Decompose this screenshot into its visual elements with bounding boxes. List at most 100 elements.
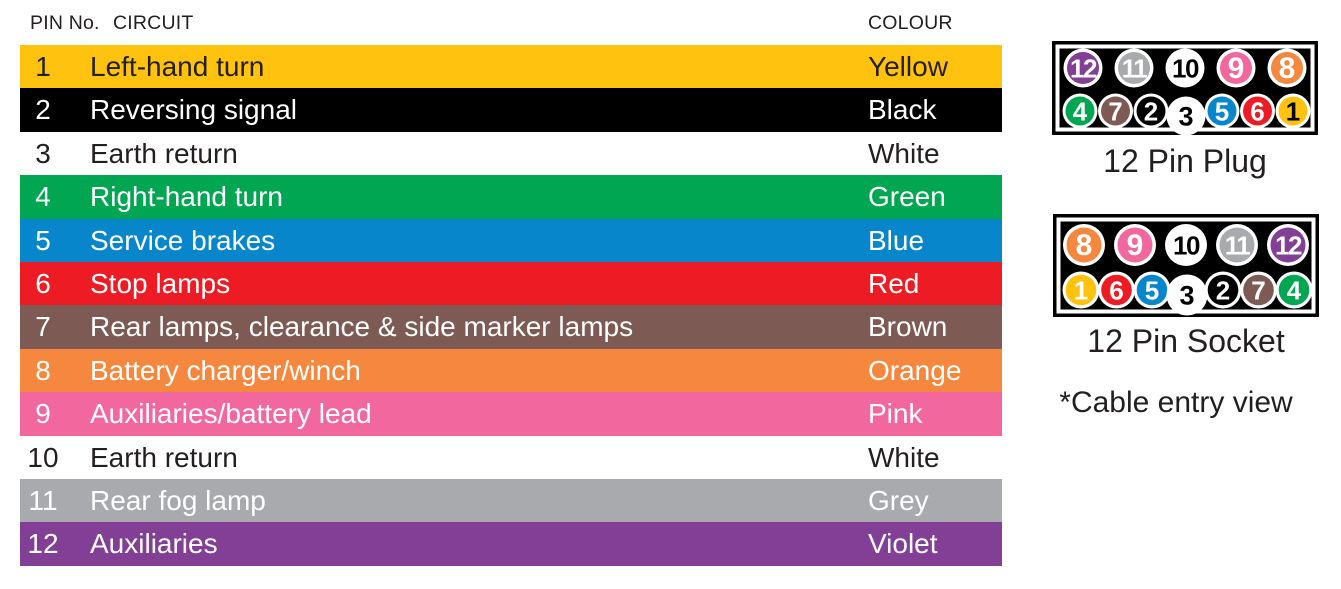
socket-pin-2-circle [1207,274,1239,306]
socket-pin-3-number: 3 [1179,281,1194,311]
socket-pin-9-circle [1117,227,1153,263]
table-row-pin-4: 4 Right-hand turn Green [20,175,1002,219]
row-colour: Grey [868,484,929,516]
plug-pin-2-number: 2 [1144,97,1158,127]
cable-entry-note: *Cable entry view [1059,386,1293,419]
socket-pin-1-number: 1 [1074,276,1088,306]
socket-pin-6-circle [1101,274,1132,306]
plug-pin-4-circle [1065,96,1095,126]
plug-pin-9-circle [1220,52,1252,84]
row-circuit: Right-hand turn [90,181,284,213]
plug-pin-3-number: 3 [1178,102,1193,132]
socket-pin-12-circle [1270,227,1306,263]
socket-pin-6-number: 6 [1109,276,1123,306]
plug-pin-7-number: 7 [1108,97,1122,127]
row-pin-number: 10 [27,441,59,473]
plug-pin-4-number: 4 [1073,97,1088,127]
row-circuit: Left-hand turn [90,51,265,82]
plug-pin-11-circle [1118,52,1150,84]
row-pin-number: 4 [35,181,51,213]
plug-pin-10-circle [1169,52,1201,84]
socket-pin-10-circle [1168,227,1204,263]
plug-pin-1-circle [1278,96,1308,126]
row-circuit: Rear fog lamp [90,484,266,516]
table-row-pin-12: 12 Auxiliaries Violet [20,522,1002,566]
row-colour: Green [868,181,946,213]
socket-pin-4-circle [1278,274,1310,306]
row-pin-number: 8 [35,354,51,386]
row-colour: White [868,441,940,473]
socket-pin-9-number: 9 [1127,229,1144,262]
plug-pin-11-number: 11 [1122,54,1148,84]
plug-pin-6-number: 6 [1250,97,1264,127]
row-circuit: Battery charger/winch [90,354,361,386]
row-colour: Brown [868,311,948,343]
plug-pin-6-circle [1243,96,1272,126]
row-pin-number: 2 [35,94,51,126]
plug-pin-10-number: 10 [1172,54,1199,84]
socket-pin-12-number: 12 [1275,231,1302,261]
header-circuit: CIRCUIT [113,12,194,34]
row-pin-number: 5 [35,224,51,256]
row-colour: Violet [868,528,938,560]
plug-pin-1-number: 1 [1286,97,1300,127]
plug-pin-2-circle [1136,96,1166,126]
plug-pin-12-number: 12 [1070,54,1097,84]
socket-pin-10-number: 10 [1173,231,1200,261]
table-row-pin-6: 6 Stop lamps Red [20,261,1002,306]
plug-pin-7-circle [1101,96,1130,126]
table-row-pin-7: 7 Rear lamps, clearance & side marker lam… [20,305,1002,349]
row-pin-number: 11 [28,484,58,516]
table-row-pin-11: 11 Rear fog lamp Grey [20,478,1002,523]
plug-pin-8-circle [1271,52,1303,84]
table-row-pin-10: 10 Earth return White [20,435,1002,479]
row-pin-number: 12 [27,528,59,560]
table-row-pin-9: 9 Auxiliaries/battery lead Pink [20,392,1002,436]
table-row-pin-8: 8 Battery charger/winch Orange [20,348,1002,393]
table-row-pin-5: 5 Service brakes Blue [20,218,1002,262]
row-circuit: Earth return [90,441,238,473]
socket-pin-5-number: 5 [1145,276,1159,306]
row-pin-number: 9 [35,398,51,430]
header-colour: COLOUR [868,12,953,34]
socket-pin-11-circle [1219,227,1255,263]
socket-label: 12 Pin Socket [1087,323,1285,359]
socket-pin-1-circle [1065,274,1097,306]
row-circuit: Stop lamps [90,267,231,299]
socket-pin-7-number: 7 [1251,276,1265,306]
row-colour: Red [868,267,920,299]
header-pin-no: PIN No. [30,12,100,34]
row-pin-number: 7 [35,311,51,343]
socket-pin-3-circle [1170,278,1204,312]
socket-pin-8-circle [1066,227,1102,263]
row-circuit: Reversing signal [90,94,297,126]
socket-diagram: 8 9 10 11 12 1 6 5 3 2 7 4 [1053,214,1319,317]
table-row-pin-1: 1 Left-hand turn Yellow [20,45,1002,89]
row-colour: Orange [868,354,962,386]
table-row-pin-2: 2 Reversing signal Black [20,88,1002,132]
wiring-table: 1 Left-hand turn Yellow 2 Reversing signal Bl… [20,45,1002,566]
plug-label: 12 Pin Plug [1103,143,1267,179]
row-pin-number: 6 [35,267,51,299]
plug-pin-8-number: 8 [1279,52,1296,85]
plug-diagram: 12 11 10 9 8 4 7 2 3 5 6 1 [1052,41,1318,136]
table-row-pin-3: 3 Earth return White [20,131,1002,176]
socket-pin-5-circle [1136,274,1168,306]
plug-pin-12-circle [1067,52,1099,84]
socket-pin-7-circle [1243,274,1274,306]
socket-pin-8-number: 8 [1076,229,1093,262]
socket-pin-2-number: 2 [1216,276,1230,306]
row-circuit: Earth return [90,137,238,169]
plug-pin-9-number: 9 [1228,52,1245,85]
row-colour: Black [868,94,937,126]
row-circuit: Rear lamps, clearance & side marker lamp… [90,311,634,343]
plug-pin-5-number: 5 [1215,97,1229,127]
row-colour: Yellow [868,51,948,82]
plug-pin-5-circle [1207,96,1237,126]
row-colour: White [868,137,940,169]
row-colour: Blue [868,224,925,256]
plug-pin-3-circle [1169,99,1203,133]
row-circuit: Auxiliaries [90,528,218,560]
row-colour: Pink [868,398,923,430]
